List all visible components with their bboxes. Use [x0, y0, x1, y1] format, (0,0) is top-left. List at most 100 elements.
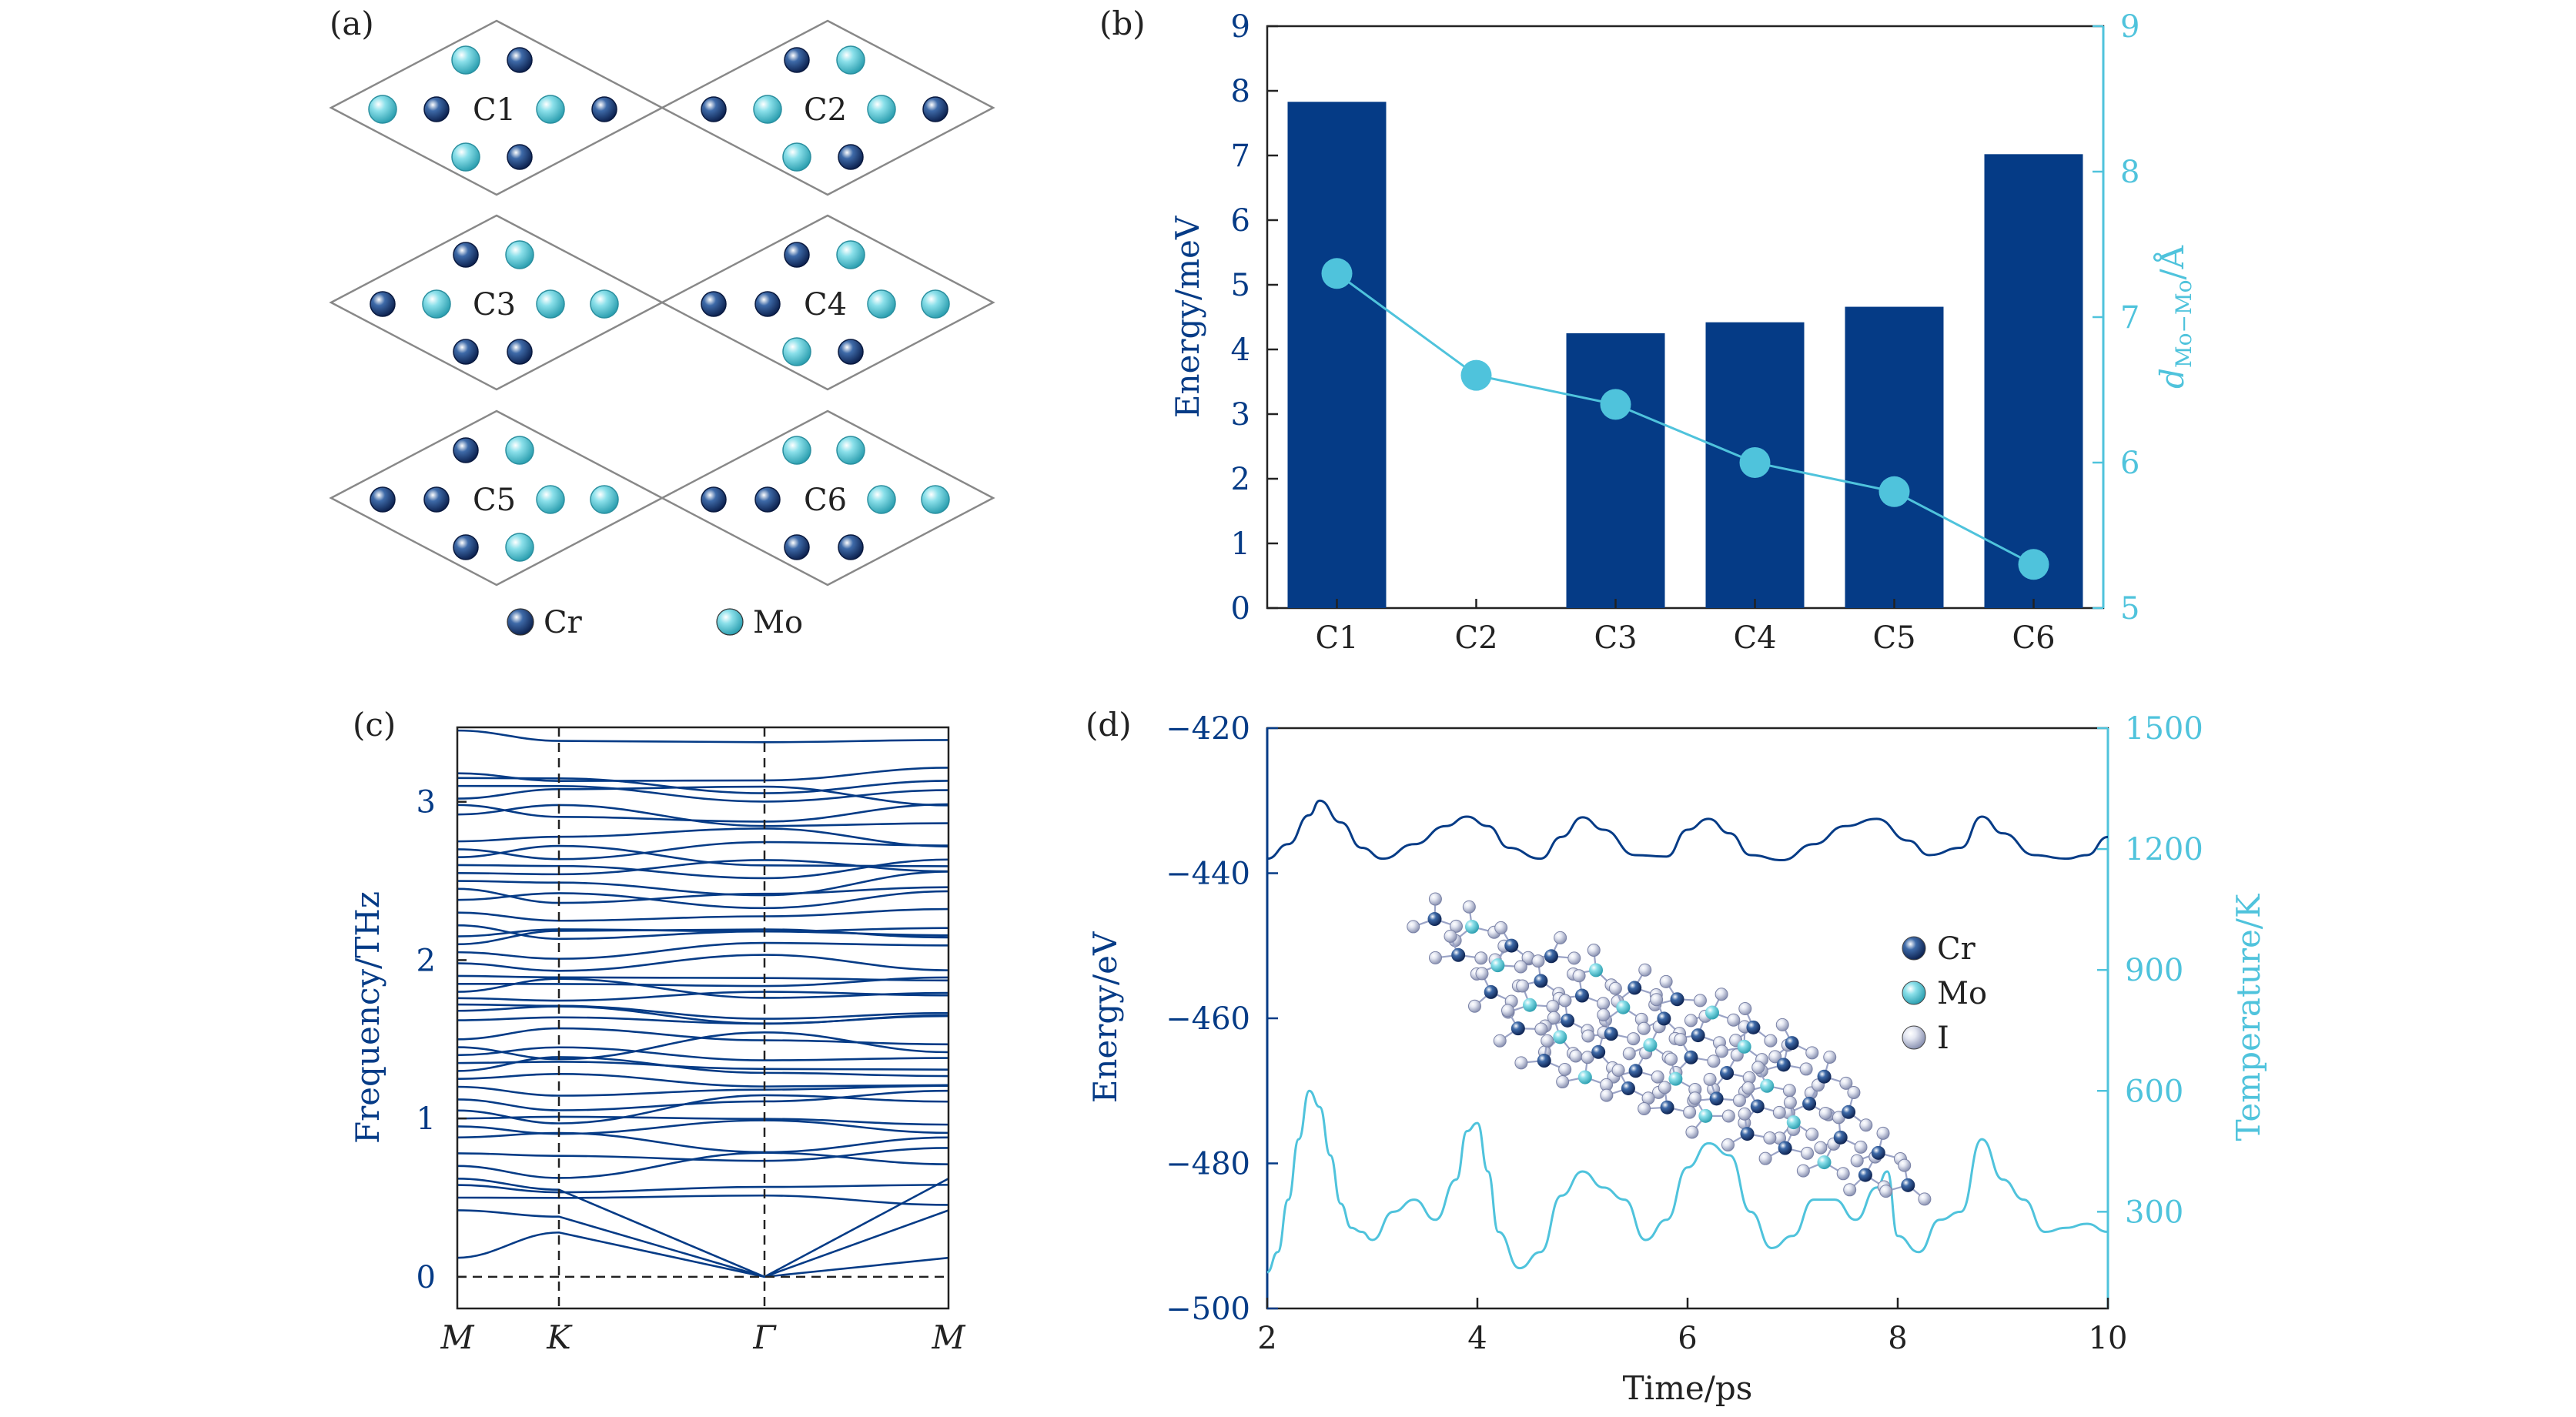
ytick-right-label: 5: [2120, 591, 2139, 627]
atom-cr: [453, 437, 479, 463]
atom-mo: [368, 95, 397, 124]
atom-i: [1775, 1018, 1789, 1031]
atom-mo: [422, 289, 451, 319]
config-label-c2: C2: [804, 92, 847, 128]
atom-mo: [1698, 1108, 1713, 1123]
atom-cr: [1451, 947, 1466, 962]
atom-i: [1493, 1034, 1507, 1048]
inset-legend-i-label: I: [1937, 1021, 1949, 1056]
xtick-label: C2: [1454, 620, 1497, 656]
atom-cr: [1504, 938, 1519, 953]
ytick-label: 9: [1231, 9, 1250, 45]
atom-i: [1516, 979, 1530, 993]
unit-cell-c4: [660, 214, 995, 391]
atom-i: [1569, 1049, 1583, 1063]
atom-i: [1556, 1075, 1570, 1089]
atom-i: [1707, 1054, 1721, 1068]
band-14: [457, 1031, 948, 1061]
atom-i: [1768, 1050, 1782, 1064]
atom-i: [1658, 1081, 1671, 1094]
dmomo-point: [2018, 549, 2049, 580]
atom-i: [1664, 1052, 1678, 1066]
phonon-bands: [457, 729, 948, 1278]
ylabel-right: dMo−Mo/Å: [2153, 245, 2196, 389]
atom-cr: [784, 242, 810, 268]
atom-i: [1758, 1151, 1772, 1165]
ytick-right-label: 7: [2120, 300, 2139, 336]
inset-legend-mo-marker: [1902, 981, 1926, 1005]
xtick-label: C1: [1315, 620, 1358, 656]
ytick-label: 1: [417, 1101, 436, 1137]
ytick-label: −460: [1166, 1001, 1250, 1037]
atom-mo: [536, 485, 565, 514]
atom-cr: [1544, 949, 1558, 964]
atom-cr: [1670, 992, 1684, 1007]
atom-mo: [836, 436, 865, 465]
atom-cr: [1628, 1064, 1643, 1078]
atom-mo: [505, 533, 534, 562]
band-13: [457, 1046, 948, 1061]
atom-i: [1541, 1034, 1554, 1048]
config-label-c1: C1: [473, 92, 516, 128]
atom-i: [1703, 1072, 1717, 1086]
atom-i: [1823, 1050, 1837, 1064]
ylabel-left: Energy/meV: [1169, 216, 1206, 418]
ytick-right-label: 900: [2125, 953, 2183, 988]
band-22: [457, 974, 948, 982]
atom-cr: [1778, 1141, 1792, 1155]
ytick-label: 3: [1231, 397, 1250, 433]
atom-i: [1783, 1095, 1797, 1109]
ytick-label: 8: [1231, 74, 1250, 109]
atom-i: [1407, 920, 1420, 934]
atom-cr: [453, 242, 479, 268]
atom-i: [1796, 1164, 1810, 1178]
atom-i: [1683, 1105, 1697, 1119]
xtick-label: 2: [1257, 1321, 1276, 1356]
atom-i: [1727, 1013, 1741, 1027]
ytick-right-label: 300: [2125, 1195, 2183, 1230]
xtick-label: M: [931, 1318, 965, 1356]
xtick-label: 8: [1888, 1321, 1907, 1356]
atom-i: [1627, 1032, 1641, 1046]
panel-b-label: (b): [1099, 5, 1146, 42]
band-2: [457, 1151, 948, 1179]
atom-i: [1554, 931, 1567, 944]
atom-cr: [507, 144, 533, 170]
panel-c-chart: (c) 0 1 2 3 M K Γ M Frequency/THz: [349, 706, 965, 1356]
band-34: [457, 844, 948, 867]
atom-cr: [1691, 1028, 1705, 1043]
atom-cr: [922, 96, 948, 122]
legend-mo-marker: [716, 608, 744, 636]
atom-i: [1751, 1061, 1765, 1074]
band-8: [457, 1089, 948, 1111]
atom-i: [1611, 1063, 1625, 1077]
atom-cr: [1604, 1027, 1618, 1041]
atom-cr: [1591, 1044, 1606, 1059]
atom-mo: [753, 95, 782, 124]
atom-cr: [370, 291, 396, 317]
band-12: [457, 1061, 948, 1071]
dmomo-point: [1739, 447, 1771, 478]
atom-mo: [1737, 1039, 1751, 1054]
atom-i: [1638, 963, 1652, 977]
atom-cr: [1817, 1069, 1832, 1084]
atom-cr: [1842, 1105, 1856, 1119]
atom-i: [1685, 1125, 1699, 1139]
atom-i: [1715, 1044, 1728, 1058]
atom-cr: [1657, 1011, 1671, 1026]
atom-i: [1597, 1008, 1611, 1022]
atom-mo: [836, 240, 865, 269]
atom-cr: [754, 486, 781, 513]
band-24: [457, 941, 948, 960]
unit-cell-c5: [329, 409, 664, 587]
atom-i: [1738, 1002, 1752, 1016]
atom-mo: [1464, 920, 1479, 934]
atom-cr: [701, 486, 727, 513]
band-27: [457, 924, 948, 941]
atom-mo: [590, 485, 619, 514]
atom-mo: [536, 95, 565, 124]
atom-cr: [1776, 1058, 1791, 1072]
atom-i: [1772, 1105, 1786, 1119]
atom-i: [1514, 960, 1527, 974]
ytick-label: −420: [1166, 711, 1250, 747]
